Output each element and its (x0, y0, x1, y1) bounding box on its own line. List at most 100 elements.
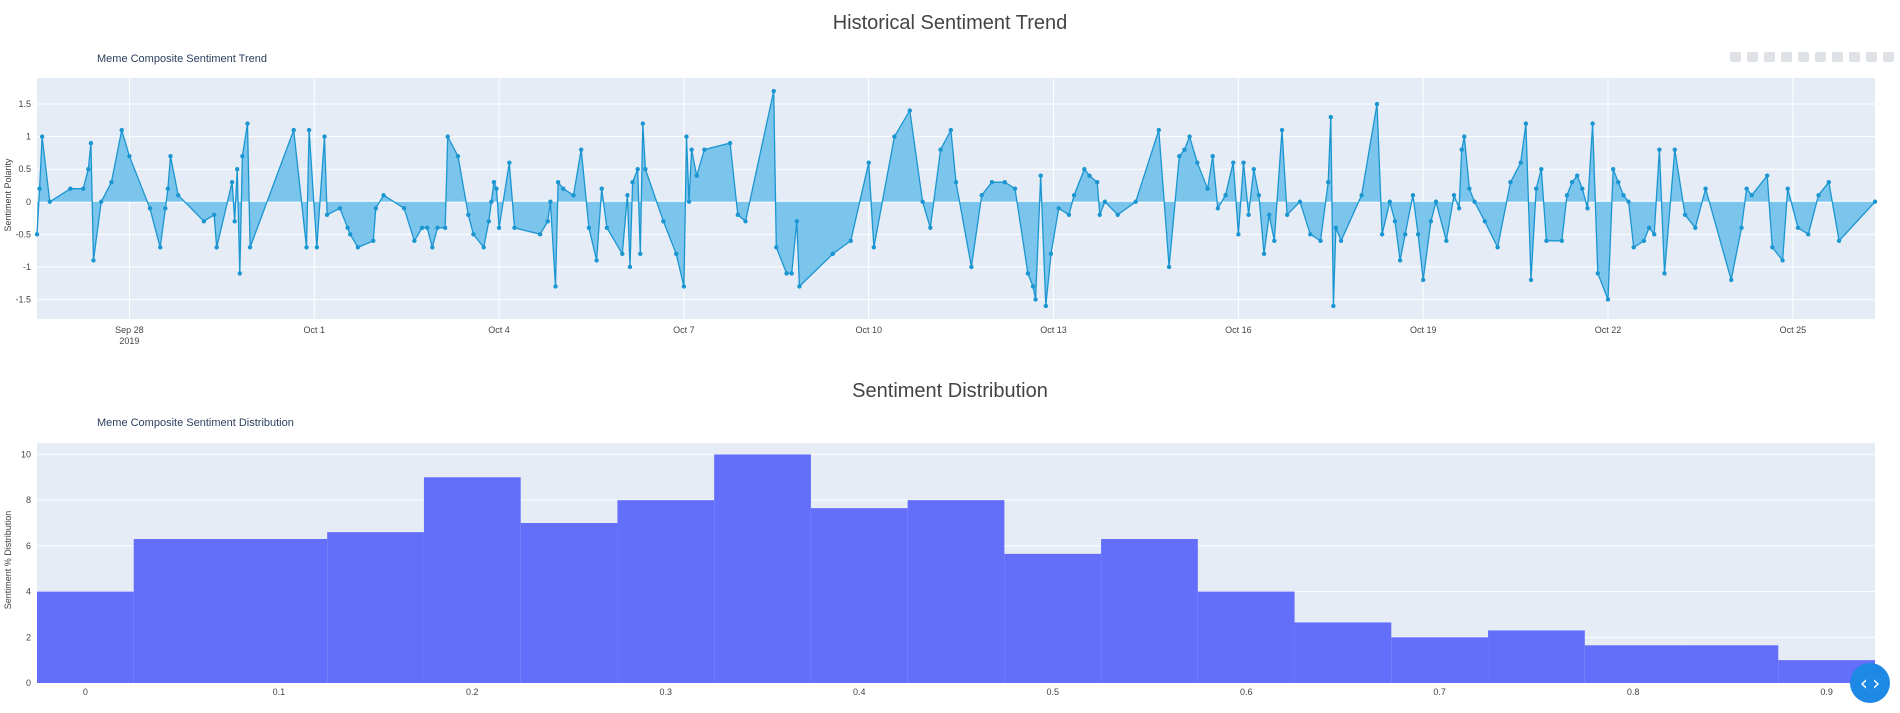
trend-data-point (673, 251, 679, 257)
trend-data-point (1662, 271, 1667, 276)
trend-data-point (953, 180, 959, 185)
reset-axes-icon[interactable] (1832, 52, 1843, 62)
trend-data-point (165, 186, 171, 191)
trend-data-point (1331, 303, 1336, 309)
trend-data-point (694, 173, 699, 178)
trend-data-point (1641, 238, 1647, 244)
trend-data-point (1223, 193, 1228, 198)
trend-data-point (1392, 219, 1398, 224)
trend-data-point (175, 193, 181, 198)
dist-x-tick-label: 0.1 (273, 687, 286, 697)
trend-data-point (324, 212, 330, 217)
trend-data-point (419, 225, 425, 231)
trend-data-point (907, 108, 912, 113)
trend-data-point (247, 245, 253, 250)
trend-data-point (39, 134, 45, 139)
histogram-bar (810, 508, 908, 683)
spike-lines-icon[interactable] (1849, 52, 1860, 62)
trend-data-point (1002, 180, 1007, 185)
trend-data-point (797, 284, 802, 289)
dist-axes: 0 2 4 6 8 10 0 0.1 0.2 0.3 0.4 0.5 0.6 0.7 0.8 0.9 (21, 449, 1833, 697)
trend-data-point (1338, 238, 1344, 244)
trend-data-point (1087, 173, 1092, 178)
trend-y-tick-label: 1.5 (18, 99, 31, 109)
trend-data-point (81, 186, 86, 191)
dist-x-tick-label: 0.9 (1820, 687, 1833, 697)
trend-data-point (1308, 232, 1313, 237)
trend-data-point (620, 251, 625, 257)
trend-data-point (1482, 219, 1488, 224)
histogram-bar (714, 454, 811, 683)
trend-data-point (555, 180, 561, 185)
code-toggle-button[interactable]: ‹› (1850, 663, 1890, 703)
trend-data-point (1241, 160, 1246, 165)
trend-data-point (948, 127, 954, 133)
trend-data-point (586, 225, 592, 231)
trend-data-point (373, 206, 379, 211)
autoscale-icon[interactable] (1815, 52, 1826, 62)
trend-data-point (1467, 186, 1472, 191)
dist-x-tick-label: 0.2 (466, 687, 479, 697)
hover-closest-icon[interactable] (1866, 52, 1877, 62)
trend-data-point (1326, 180, 1331, 185)
trend-data-point (1379, 232, 1385, 237)
trend-data-point (1266, 212, 1272, 217)
trend-data-point (1421, 277, 1426, 283)
trend-data-point (1012, 186, 1018, 191)
trend-data-point (1030, 284, 1036, 289)
trend-data-point (702, 147, 707, 152)
trend-data-point (1616, 180, 1621, 185)
zoom-out-icon[interactable] (1798, 52, 1809, 62)
trend-data-point (630, 180, 635, 185)
histogram-bar (1004, 553, 1102, 683)
trend-data-point (1359, 193, 1364, 198)
dist-y-tick-label: 6 (26, 541, 31, 551)
hover-compare-icon[interactable] (1883, 52, 1894, 62)
trend-data-point (1187, 134, 1192, 139)
camera-icon[interactable] (1730, 52, 1741, 62)
trend-x-tick-year: 2019 (119, 336, 139, 346)
trend-x-tick-label: Oct 7 (673, 325, 695, 335)
trend-data-point (1251, 166, 1256, 172)
zoom-in-icon[interactable] (1781, 52, 1792, 62)
dist-y-tick-label: 10 (21, 449, 31, 459)
trend-data-point (304, 245, 309, 250)
trend-data-point (1631, 245, 1636, 250)
trend-data-point (1518, 160, 1523, 165)
trend-data-point (928, 225, 933, 231)
trend-data-point (442, 225, 448, 231)
dist-x-tick-label: 0.8 (1627, 687, 1640, 697)
trend-data-point (291, 127, 296, 133)
pan-icon[interactable] (1764, 52, 1775, 62)
chart-modebar[interactable] (1730, 52, 1894, 62)
zoom-icon[interactable] (1747, 52, 1758, 62)
trend-data-point (866, 160, 871, 165)
trend-x-tick-label: Oct 13 (1040, 325, 1067, 335)
trend-data-point (489, 199, 494, 204)
trend-data-point (1456, 206, 1462, 211)
trend-data-point (1703, 186, 1708, 191)
trend-data-point (625, 193, 630, 198)
trend-data-point (119, 127, 124, 133)
trend-data-point (1610, 166, 1616, 172)
histogram-bar (37, 591, 134, 683)
dist-chart-title: Meme Composite Sentiment Distribution (97, 417, 294, 429)
trend-area-fill (37, 91, 1875, 306)
trend-data-point (232, 219, 237, 224)
trend-data-point (643, 166, 648, 172)
trend-data-point (355, 245, 361, 250)
trend-data-point (1569, 180, 1575, 185)
trend-data-point (1652, 232, 1657, 237)
trend-data-point (686, 199, 692, 204)
trend-data-point (1231, 160, 1236, 165)
trend-data-point (1215, 206, 1221, 211)
trend-section-title: Historical Sentiment Trend (832, 12, 1068, 34)
trend-y-tick-label: 0.5 (18, 164, 31, 174)
trend-data-point (1043, 303, 1049, 309)
trend-data-point (1387, 199, 1393, 204)
trend-data-point (594, 258, 599, 263)
trend-data-point (1472, 199, 1477, 204)
trend-data-point (1333, 225, 1339, 231)
trend-data-point (689, 147, 694, 152)
